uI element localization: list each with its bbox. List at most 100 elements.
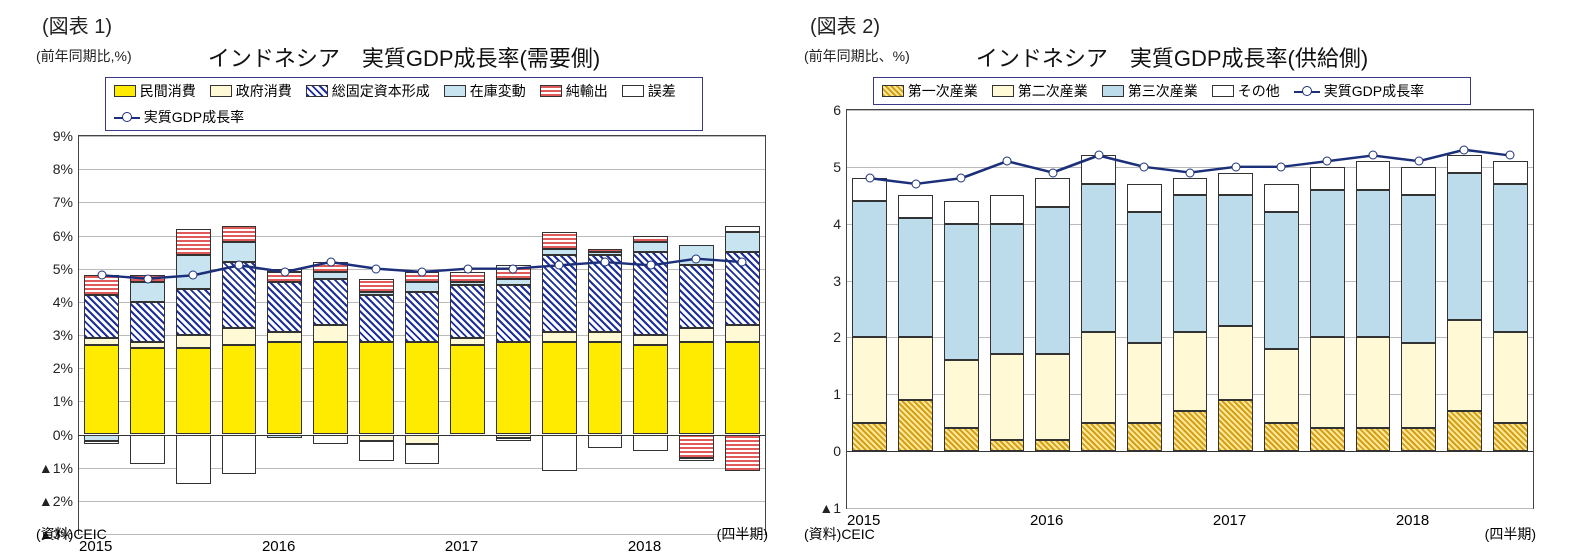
x-tick-label: 2016 (1030, 512, 1076, 529)
bar-segment (176, 289, 211, 335)
y-tick-label: 6 (833, 102, 847, 118)
chart-title: インドネシア 実質GDP成長率(供給側) (798, 41, 1546, 73)
bar-segment (1035, 354, 1070, 439)
bar-segment (990, 354, 1025, 439)
x-tick-label: 2018 (628, 538, 674, 555)
legend-label: 総固定資本形成 (332, 81, 430, 101)
legend-item: 第三次産業 (1102, 81, 1198, 101)
bar-segment (1493, 332, 1528, 423)
y-tick-label: 9% (53, 128, 79, 144)
legend-label: 誤差 (648, 81, 676, 101)
bar-segment (898, 337, 933, 400)
bar-segment (1127, 184, 1162, 212)
bar-segment (1127, 212, 1162, 343)
x-tick-label (399, 538, 445, 555)
swatch-icon (1102, 85, 1124, 97)
bar-segment (679, 458, 714, 461)
bar-segment (359, 435, 394, 442)
bar-segment (588, 252, 623, 255)
x-axis-unit: (四半期) (1485, 524, 1536, 544)
bar-segment (1356, 428, 1391, 451)
bar-segment (176, 435, 211, 485)
bar-segment (222, 242, 257, 262)
x-tick-label (893, 512, 939, 529)
x-tick-label: 2016 (262, 538, 308, 555)
bar-segment (1493, 184, 1528, 332)
y-tick-label: 3% (53, 327, 79, 343)
bar-segment (1447, 320, 1482, 411)
bar-segment (898, 195, 933, 218)
bar-segment (944, 428, 979, 451)
bar-segment (1310, 337, 1345, 428)
bar-segment (405, 435, 440, 445)
bar-segment (1081, 423, 1116, 451)
y-tick-label: 1 (833, 386, 847, 402)
bar-segment (588, 249, 623, 252)
bar-segment (359, 292, 394, 295)
bar-segment (633, 335, 668, 345)
bar-segment (313, 325, 348, 342)
bar-segment (1173, 332, 1208, 412)
bar-segment (1218, 173, 1253, 196)
bar-segment (1081, 332, 1116, 423)
legend-label: 第三次産業 (1128, 81, 1198, 101)
bar-segment (222, 328, 257, 345)
chart-title: インドネシア 実質GDP成長率(需要側) (30, 41, 778, 73)
legend-label: 純輸出 (566, 81, 608, 101)
bar-segment (222, 262, 257, 328)
bar-segment (84, 295, 119, 338)
bar-segment (313, 435, 348, 445)
line-marker-icon (114, 111, 140, 123)
legend-item: 誤差 (622, 81, 676, 101)
bar-segment (633, 252, 668, 335)
bar-segment (222, 435, 257, 475)
x-tick-label (1121, 512, 1167, 529)
bar-segment (725, 226, 760, 233)
bar-segment (990, 224, 1025, 355)
bar-segment (405, 272, 440, 282)
legend-item: 実質GDP成長率 (1294, 81, 1424, 101)
x-tick-label (582, 538, 628, 555)
x-tick-label (308, 538, 354, 555)
bar-segment (990, 440, 1025, 451)
legend-item: 総固定資本形成 (306, 81, 430, 101)
figure-label: (図表 2) (810, 10, 1546, 39)
bar-segment (1264, 349, 1299, 423)
bar-segment (84, 338, 119, 345)
bar-segment (1127, 423, 1162, 451)
bar-segment (84, 275, 119, 295)
bar-segment (130, 348, 165, 434)
bar-segment (944, 360, 979, 428)
bar-segment (1081, 155, 1116, 183)
x-tick-label (1259, 512, 1305, 529)
bar-segment (1447, 173, 1482, 321)
bar-segment (633, 236, 668, 243)
legend-item: 在庫変動 (444, 81, 526, 101)
bar-segment (588, 342, 623, 435)
bar-segment (633, 345, 668, 435)
y-tick-label: 0% (53, 427, 79, 443)
bar-segment (990, 195, 1025, 223)
bar-segment (944, 201, 979, 224)
bar-segment (1401, 343, 1436, 428)
legend-label: 実質GDP成長率 (1324, 81, 1424, 101)
bar-segment (450, 285, 485, 338)
y-axis-unit: (前年同期比、%) (804, 46, 910, 66)
x-tick-label (216, 538, 262, 555)
swatch-icon (306, 85, 328, 97)
bar-segment (1401, 167, 1436, 195)
bar-segment (542, 249, 577, 256)
bar-segment (1401, 428, 1436, 451)
x-tick-label (170, 538, 216, 555)
bar-segment (84, 345, 119, 435)
bar-segment (176, 229, 211, 256)
bar-segment (84, 435, 119, 442)
y-axis-unit: (前年同期比,%) (36, 46, 132, 66)
legend-item: 政府消費 (210, 81, 292, 101)
x-tick-label (491, 538, 537, 555)
bar-segment (1401, 195, 1436, 343)
plot-area: ▲3%▲2%▲1%0%1%2%3%4%5%6%7%8%9%20152016201… (78, 135, 766, 535)
bar-segment (1035, 440, 1070, 451)
bar-segment (725, 435, 760, 471)
swatch-icon (992, 85, 1014, 97)
